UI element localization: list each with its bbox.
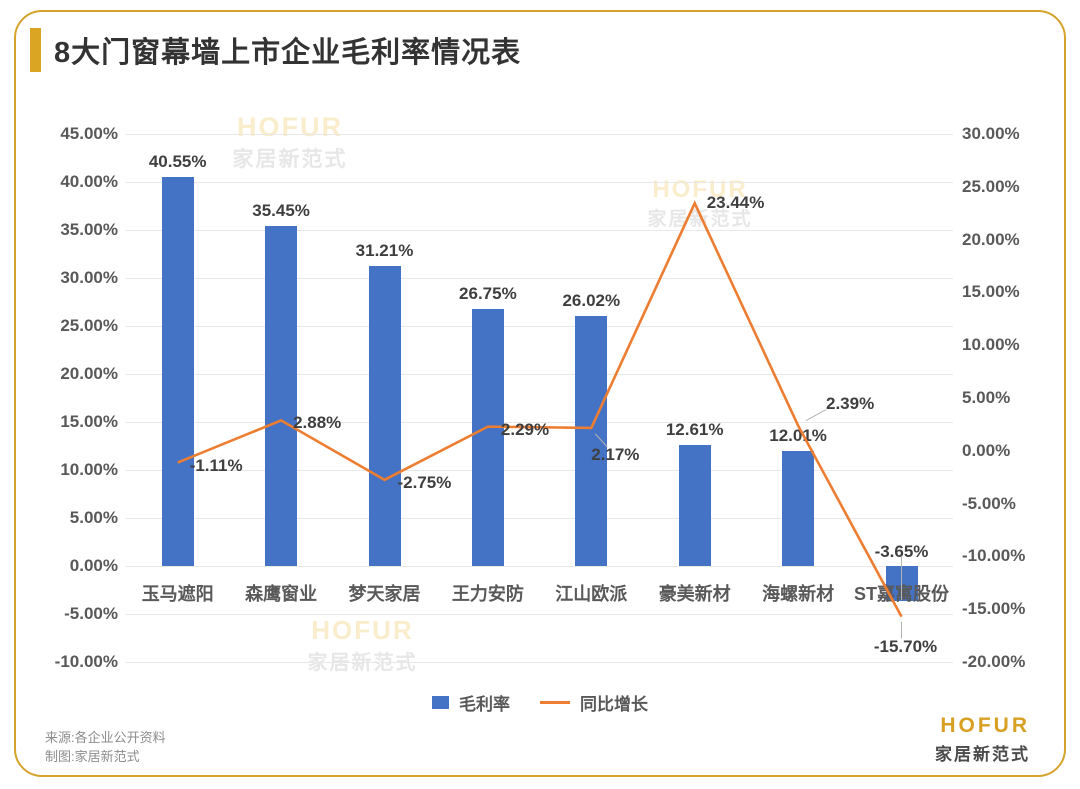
- category-label: 森鹰窗业: [245, 584, 318, 604]
- left-axis-tick-label: 40.00%: [60, 172, 118, 191]
- right-axis-tick-label: -5.00%: [962, 493, 1016, 513]
- bar-value-label: -3.65%: [874, 542, 929, 561]
- label-leader-line: [594, 433, 608, 448]
- gridline: [126, 374, 954, 375]
- right-axis-tick-label: -10.00%: [962, 546, 1026, 566]
- label-leader-line: [805, 409, 827, 421]
- right-axis-tick-label: 5.00%: [962, 388, 1011, 407]
- line-value-label: 2.39%: [825, 393, 875, 413]
- right-axis-tick-label: 15.00%: [962, 282, 1020, 302]
- line-value-label: 23.44%: [706, 193, 765, 213]
- gridline: [126, 278, 954, 279]
- category-label: 江山欧派: [555, 584, 628, 604]
- bar-value-label: 31.21%: [355, 241, 414, 261]
- brand-logo-name: HOFUR: [940, 714, 1030, 737]
- left-axis-tick-label: -10.00%: [54, 652, 118, 671]
- bar-梦天家居: [368, 266, 401, 566]
- brand-logo-subtitle: 家居新范式: [935, 745, 1030, 764]
- gridline: [126, 470, 954, 471]
- brand-logo: HOFUR 家居新范式: [935, 714, 1030, 765]
- left-axis-tick-label: 10.00%: [60, 460, 118, 479]
- category-label: 豪美新材: [658, 584, 731, 604]
- left-axis-tick-label: 30.00%: [60, 268, 118, 287]
- right-axis-tick-label: -20.00%: [962, 652, 1026, 671]
- category-label: 海螺新材: [762, 584, 835, 604]
- line-value-label: 2.17%: [591, 444, 640, 464]
- bar-玉马遮阳: [161, 176, 194, 566]
- bar-value-label: 12.01%: [769, 425, 827, 445]
- gridline: [126, 326, 954, 327]
- gridline: [126, 422, 954, 423]
- bar-value-label: 26.02%: [562, 291, 621, 311]
- left-axis-tick-label: 5.00%: [69, 508, 118, 527]
- right-axis-tick-label: 25.00%: [962, 176, 1020, 196]
- left-axis-tick-label: 35.00%: [60, 220, 118, 239]
- legend-line-swatch: [540, 700, 570, 705]
- title-accent-block: [30, 28, 41, 72]
- right-axis-tick-label: 30.00%: [962, 124, 1020, 143]
- left-axis-tick-label: 45.00%: [60, 124, 118, 143]
- gridline: [126, 518, 954, 519]
- right-axis-tick-label: -15.00%: [962, 599, 1026, 619]
- gridline: [126, 182, 954, 183]
- bar-value-label: 26.75%: [459, 284, 517, 304]
- left-axis-tick-label: 25.00%: [60, 316, 118, 335]
- bar-王力安防: [471, 309, 504, 566]
- growth-line: [177, 200, 903, 618]
- title-row: 8大门窗幕墙上市企业毛利率情况表: [30, 28, 521, 72]
- left-axis-tick-label: 20.00%: [60, 364, 118, 383]
- gridline: [126, 134, 954, 135]
- category-label: 梦天家居: [348, 584, 421, 604]
- legend-bar-label: 毛利率: [459, 695, 510, 714]
- chart-legend: 毛利率 同比增长: [0, 690, 1080, 715]
- left-axis-tick-label: -5.00%: [64, 604, 118, 623]
- bar-豪美新材: [678, 444, 711, 566]
- credit-line: 制图:家居新范式: [45, 749, 140, 764]
- legend-bar-swatch: [432, 696, 449, 709]
- gridline: [126, 662, 954, 663]
- gridline: [126, 614, 954, 615]
- gridline: [126, 566, 954, 567]
- gridline: [126, 230, 954, 231]
- line-value-label: -1.11%: [189, 455, 243, 475]
- bar-海螺新材: [782, 450, 815, 566]
- right-axis-tick-label: 10.00%: [962, 335, 1020, 355]
- bar-森鹰窗业: [265, 225, 298, 566]
- bar-value-label: 40.55%: [148, 151, 207, 171]
- bar-value-label: 35.45%: [252, 200, 310, 220]
- line-value-label: -15.70%: [873, 636, 938, 656]
- legend-line-label: 同比增长: [580, 695, 648, 714]
- right-axis-tick-label: 20.00%: [962, 229, 1020, 249]
- line-value-label: -2.75%: [397, 472, 452, 492]
- source-line: 来源:各企业公开资料: [45, 730, 166, 745]
- source-block: 来源:各企业公开资料 制图:家居新范式: [45, 728, 166, 766]
- category-label: 王力安防: [451, 584, 524, 604]
- page-title: 8大门窗幕墙上市企业毛利率情况表: [54, 37, 522, 69]
- right-axis-tick-label: 0.00%: [962, 440, 1011, 460]
- left-axis-tick-label: 15.00%: [60, 412, 118, 431]
- line-value-label: 2.29%: [500, 419, 550, 439]
- left-axis-tick-label: 0.00%: [69, 556, 118, 575]
- line-value-label: 2.88%: [293, 413, 342, 433]
- category-label: 玉马遮阳: [141, 584, 214, 604]
- bar-value-label: 12.61%: [665, 419, 724, 439]
